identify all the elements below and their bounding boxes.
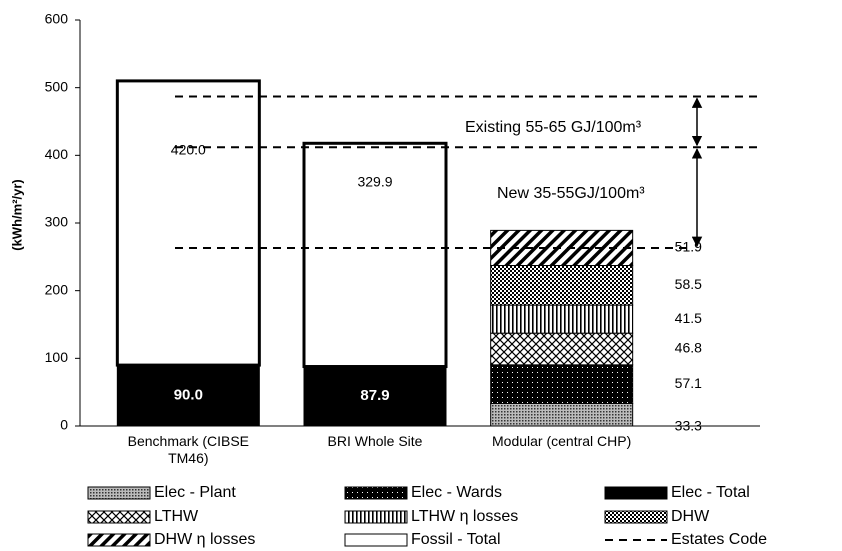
bar-segment <box>490 304 634 334</box>
x-tick-label: Benchmark (CIBSE TM46) <box>127 433 250 466</box>
legend-label: Elec - Wards <box>411 484 502 501</box>
value-label: 51.9 <box>675 239 702 255</box>
legend-swatch <box>344 486 408 500</box>
y-tick-label: 0 <box>60 417 68 433</box>
y-tick-label: 100 <box>45 349 69 365</box>
legend-label: LTHW η losses <box>411 508 518 525</box>
bar-segment <box>490 402 634 427</box>
value-label: 57.1 <box>675 375 702 391</box>
bar-segment <box>302 141 448 369</box>
legend-label: Estates Code <box>671 531 767 548</box>
legend-swatch <box>87 486 151 500</box>
legend-label: Elec - Total <box>671 484 750 501</box>
legend-label: DHW η losses <box>154 531 255 548</box>
legend-swatch <box>344 533 408 547</box>
x-tick-label: Modular (central CHP) <box>492 433 632 449</box>
value-label: 33.3 <box>675 417 702 433</box>
y-tick-label: 300 <box>45 214 69 230</box>
legend-swatch <box>604 510 668 524</box>
legend-swatch <box>604 486 668 500</box>
bar-segment <box>490 264 634 306</box>
y-tick-label: 400 <box>45 146 69 162</box>
annotation: New 35-55GJ/100m³ <box>497 185 645 202</box>
value-label: 420.0 <box>171 142 206 158</box>
legend-swatch <box>87 533 151 547</box>
legend-swatch <box>344 510 408 524</box>
bar-segment <box>490 364 634 404</box>
bar-segment <box>303 366 447 427</box>
bar-segment <box>490 332 634 366</box>
x-tick-label: BRI Whole Site <box>327 433 423 449</box>
bar-segment <box>116 364 260 427</box>
value-label: 58.5 <box>675 276 702 292</box>
legend-label: LTHW <box>154 508 199 525</box>
value-label: 87.9 <box>360 387 389 404</box>
y-tick-label: 600 <box>45 11 69 27</box>
y-tick-label: 500 <box>45 78 69 94</box>
value-label: 41.5 <box>675 310 702 326</box>
value-label: 46.8 <box>675 340 702 356</box>
value-label: 329.9 <box>357 174 392 190</box>
legend-label: Elec - Plant <box>154 484 236 501</box>
legend-label: Fossil - Total <box>411 531 501 548</box>
annotation: Existing 55-65 GJ/100m³ <box>465 119 642 136</box>
legend-label: DHW <box>671 508 710 525</box>
legend-swatch <box>87 510 151 524</box>
y-axis-label: (kWh/m²/yr) <box>9 179 24 251</box>
bar-segment <box>115 79 261 367</box>
value-label: 90.0 <box>174 387 203 404</box>
y-tick-label: 200 <box>45 281 69 297</box>
